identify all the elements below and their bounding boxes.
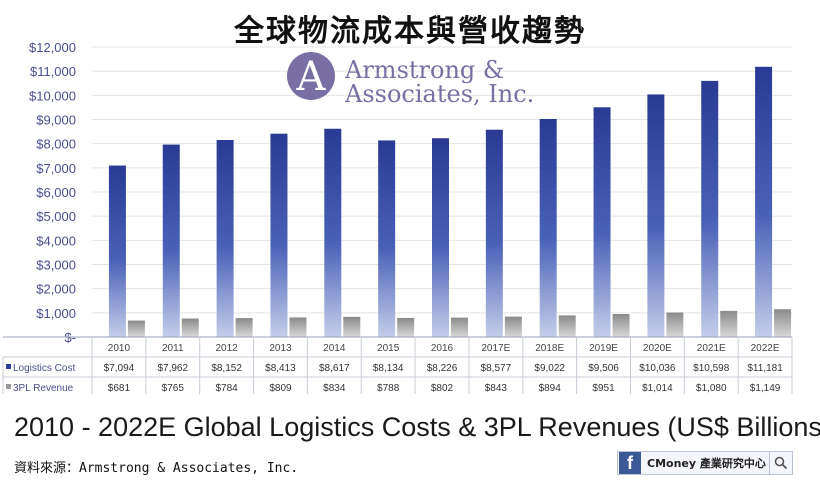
data-label-3pl-revenue: $1,080 — [696, 383, 727, 394]
bar-logistics-cost — [701, 80, 719, 338]
bar-logistics-cost — [432, 138, 449, 337]
data-label-3pl-revenue: $834 — [323, 383, 346, 394]
source-note: 資料來源：Armstrong & Associates, Inc. — [14, 461, 299, 476]
y-tick-label: $7,000 — [36, 161, 76, 176]
bar-3pl-revenue — [127, 320, 145, 337]
x-tick-label: 2011 — [162, 343, 184, 354]
y-tick-label: $11,000 — [30, 64, 76, 79]
bar-logistics-cost — [216, 139, 234, 337]
logo-circle — [287, 52, 335, 100]
chart-title: 2010 - 2022E Global Logistics Costs & 3P… — [14, 412, 820, 442]
y-tick-label: $9,000 — [36, 113, 76, 128]
x-tick-label: 2010 — [108, 343, 131, 354]
data-label-logistics-cost: $7,094 — [104, 363, 135, 374]
y-axis-ticks: $-$1,000$2,000$3,000$4,000$5,000$6,000$7… — [29, 40, 76, 345]
y-tick-label: $5,000 — [36, 209, 76, 224]
x-tick-label: 2013 — [269, 343, 292, 354]
logo-line2: Associates, Inc. — [344, 80, 534, 108]
bar-logistics-cost — [593, 107, 611, 337]
facebook-icon: f — [619, 452, 641, 474]
data-label-logistics-cost: $7,962 — [157, 363, 188, 374]
bar-3pl-revenue — [612, 314, 630, 337]
data-label-logistics-cost: $11,181 — [747, 363, 783, 374]
bar-3pl-revenue — [666, 312, 684, 337]
y-tick-label: $8,000 — [36, 137, 76, 152]
y-tick-label: $2,000 — [36, 282, 76, 297]
x-tick-label: 2021E — [697, 343, 726, 354]
bar-3pl-revenue — [235, 318, 253, 337]
data-label-3pl-revenue: $681 — [108, 383, 131, 394]
chart: $-$1,000$2,000$3,000$4,000$5,000$6,000$7… — [2, 40, 793, 394]
search-icon[interactable] — [769, 452, 792, 474]
armstrong-logo: A Armstrong & Associates, Inc. — [287, 52, 534, 108]
data-label-logistics-cost: $9,506 — [588, 363, 619, 374]
x-tick-label: 2012 — [215, 343, 238, 354]
data-label-logistics-cost: $8,226 — [427, 363, 458, 374]
bar-3pl-revenue — [451, 317, 468, 337]
y-tick-label: $12,000 — [29, 40, 76, 55]
data-label-3pl-revenue: $809 — [269, 383, 292, 394]
x-tick-label: 2018E — [535, 343, 564, 354]
x-tick-label: 2017E — [481, 343, 510, 354]
badge-text: CMoney 產業研究中心 — [647, 457, 766, 470]
data-label-logistics-cost: $10,036 — [639, 363, 676, 374]
page-title: 全球物流成本與營收趨勢 — [234, 14, 586, 49]
legend-swatch-3pl-revenue — [6, 384, 11, 389]
y-tick-label: $10,000 — [29, 88, 76, 103]
data-label-3pl-revenue: $1,014 — [642, 383, 673, 394]
data-label-3pl-revenue: $765 — [162, 383, 185, 394]
bar-logistics-cost — [378, 140, 396, 337]
data-label-logistics-cost: $8,413 — [265, 363, 296, 374]
bar-logistics-cost — [270, 133, 288, 337]
bar-logistics-cost — [485, 129, 503, 337]
data-label-3pl-revenue: $1,149 — [750, 383, 781, 394]
bar-logistics-cost — [647, 94, 665, 337]
data-table: 2010 $7,094 $681 2011 $7,962 $765 2012 $8,152 $7… — [2, 336, 793, 394]
legend-swatch-logistics-cost — [6, 364, 11, 369]
legend-label-logistics-cost: Logistics Cost — [13, 363, 75, 374]
bar-logistics-cost — [162, 144, 180, 337]
bar-3pl-revenue — [397, 317, 415, 337]
bar-3pl-revenue — [181, 318, 199, 337]
data-label-3pl-revenue: $788 — [377, 383, 400, 394]
y-tick-label: $4,000 — [36, 233, 76, 248]
legend-label-3pl-revenue: 3PL Revenue — [13, 383, 74, 394]
cmoney-badge[interactable]: f CMoney 產業研究中心 — [617, 451, 793, 475]
data-label-3pl-revenue: $843 — [485, 383, 508, 394]
bar-logistics-cost — [108, 165, 126, 337]
logo-mark: A — [296, 54, 327, 100]
bars — [108, 66, 792, 338]
bar-3pl-revenue — [558, 315, 576, 337]
y-tick-label: $6,000 — [36, 185, 76, 200]
data-label-3pl-revenue: $784 — [215, 383, 238, 394]
y-tick-label: $1,000 — [36, 306, 76, 321]
data-label-logistics-cost: $8,134 — [373, 363, 404, 374]
data-label-logistics-cost: $8,577 — [481, 363, 512, 374]
data-label-logistics-cost: $10,598 — [693, 363, 730, 374]
x-tick-label: 2019E — [589, 343, 618, 354]
bar-3pl-revenue — [774, 309, 792, 337]
bar-logistics-cost — [324, 128, 342, 337]
data-label-3pl-revenue: $894 — [539, 383, 562, 394]
bar-3pl-revenue — [504, 316, 522, 337]
bar-3pl-revenue — [720, 310, 738, 337]
data-label-logistics-cost: $8,617 — [319, 363, 350, 374]
x-tick-label: 2014 — [323, 343, 346, 354]
logo-line1: Armstrong & — [344, 56, 504, 84]
data-label-3pl-revenue: $951 — [592, 383, 615, 394]
x-tick-label: 2020E — [643, 343, 672, 354]
x-tick-label: 2022E — [751, 343, 780, 354]
x-tick-label: 2015 — [377, 343, 400, 354]
bar-logistics-cost — [755, 66, 773, 338]
data-label-logistics-cost: $8,152 — [211, 363, 242, 374]
bar-logistics-cost — [539, 118, 557, 338]
bar-3pl-revenue — [289, 317, 307, 337]
data-label-logistics-cost: $9,022 — [534, 363, 565, 374]
y-tick-label: $3,000 — [36, 258, 76, 273]
x-tick-label: 2016 — [431, 343, 454, 354]
bar-3pl-revenue — [343, 316, 361, 337]
data-label-3pl-revenue: $802 — [431, 383, 454, 394]
